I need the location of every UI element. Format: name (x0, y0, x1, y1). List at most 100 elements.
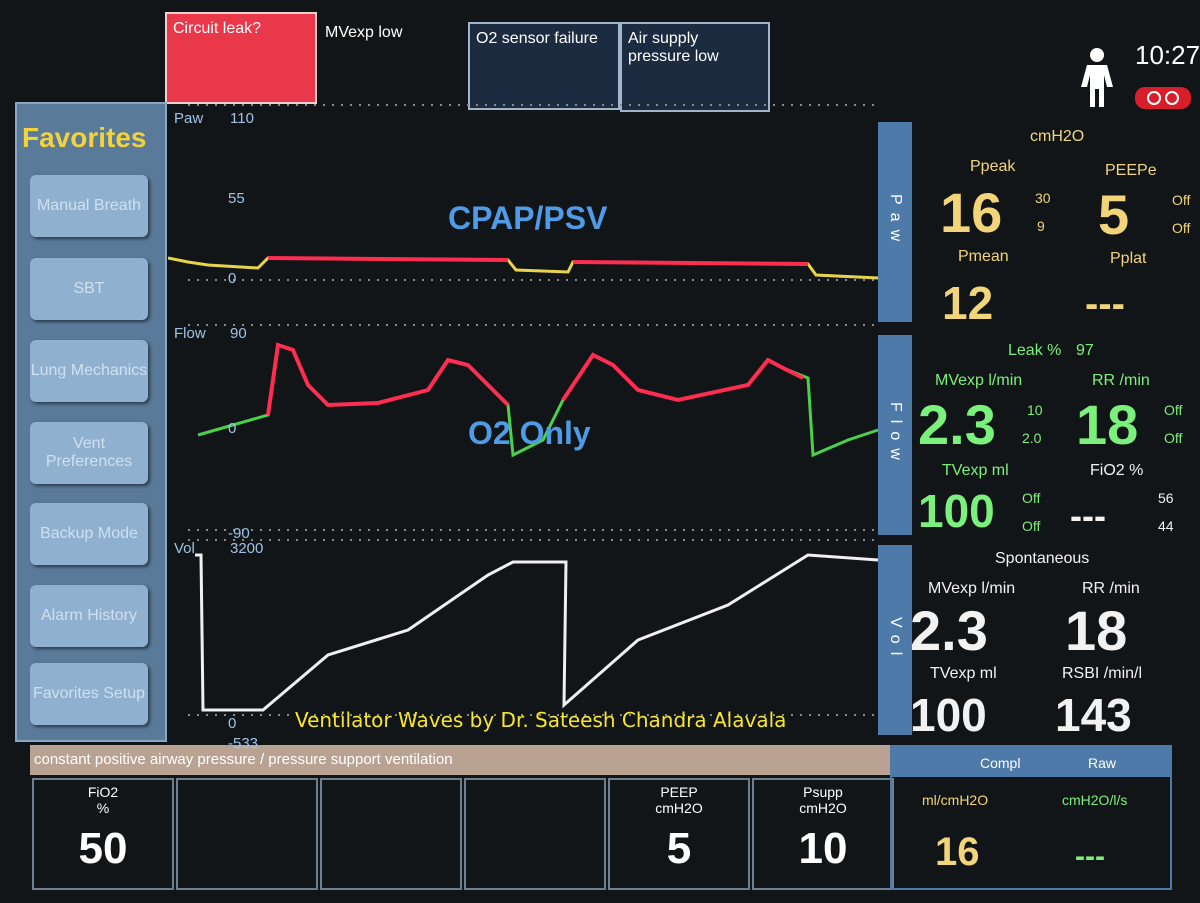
scale-label: 0 (228, 420, 237, 437)
alarm-text: Air supply pressure low (628, 30, 719, 65)
waveform-annotation: O2 Only (468, 415, 591, 451)
compl-unit: ml/cmH2O (922, 792, 989, 808)
setting-unit: % (96, 800, 110, 816)
setting-empty[interactable] (176, 778, 318, 890)
setting-value: 50 (78, 824, 128, 873)
peepe-low: Off (1172, 220, 1191, 236)
rr-high: Off (1164, 402, 1183, 418)
waveform-label: Paw (174, 110, 204, 127)
alarm-circuit-leak[interactable]: Circuit leak? (165, 12, 317, 104)
rr-value: 18 (1076, 393, 1139, 456)
mvexp-high: 10 (1027, 402, 1043, 418)
compl-label: Compl (980, 755, 1021, 771)
spont-rsbi-label: RSBI /min/l (1062, 665, 1143, 682)
clock: 10:27 (1135, 40, 1200, 70)
waveform-label: Vol (174, 540, 195, 557)
mode-bar: constant positive airway pressure / pres… (30, 745, 890, 775)
fio2-label: FiO2 % (1090, 462, 1144, 479)
setting-name: PEEP (660, 784, 698, 800)
scale-label: 0 (228, 270, 237, 287)
setting-value: 10 (798, 824, 848, 873)
alarm-text: O2 sensor failure (476, 30, 598, 47)
tvexp-value: 100 (918, 485, 995, 537)
spont-rr-value: 18 (1065, 599, 1128, 662)
watermark: Ventilator Waves by Dr. Sateesh Chandra … (295, 708, 787, 732)
setting-name: Psupp (803, 784, 843, 800)
pplat-label: Pplat (1110, 250, 1147, 267)
favorite-button[interactable]: Alarm History (30, 585, 148, 647)
rr-low: Off (1164, 430, 1183, 446)
setting-psupp[interactable]: Psupp cmH2O 10 (752, 778, 894, 890)
spont-mvexp-value: 2.3 (910, 599, 988, 662)
units: cmH2O (1030, 128, 1085, 145)
mvexp-low: 2.0 (1022, 430, 1042, 446)
fio2-high: 56 (1158, 490, 1174, 506)
tvexp-label: TVexp ml (942, 462, 1009, 479)
tvexp-high: Off (1022, 490, 1041, 506)
favorite-button[interactable]: Manual Breath (30, 175, 148, 237)
scale-label: 110 (230, 110, 254, 127)
fio2-low: 44 (1158, 518, 1174, 534)
peepe-value: 5 (1098, 183, 1130, 246)
peepe-high: Off (1172, 192, 1191, 208)
scale-label: 3200 (230, 540, 264, 557)
waveform-label: Flow (174, 325, 206, 342)
mechanics-header (892, 747, 1170, 777)
favorite-button[interactable]: Favorites Setup (30, 663, 148, 725)
ppeak-value: 16 (940, 181, 1003, 244)
paw-tab[interactable]: Paw (878, 122, 912, 322)
scale-label: 0 (228, 715, 237, 732)
compl-value: 16 (935, 830, 980, 874)
tvexp-low: Off (1022, 518, 1041, 534)
pmean-value: 12 (942, 277, 994, 329)
scale-label: -90 (228, 525, 250, 542)
waveform-area (168, 104, 879, 716)
favorites-title: Favorites (22, 122, 147, 153)
spont-tvexp-value: 100 (910, 689, 987, 741)
leak-value: 97 (1076, 342, 1094, 359)
vol-tab[interactable]: Vol (878, 545, 912, 735)
mechanics-panel (890, 745, 1172, 890)
ppeak-label: Ppeak (970, 158, 1016, 175)
mvexp-value: 2.3 (918, 393, 996, 456)
setting-peep[interactable]: PEEP cmH2O 5 (608, 778, 750, 890)
spont-rsbi-value: 143 (1055, 689, 1132, 741)
setting-empty[interactable] (320, 778, 462, 890)
alarm-text: Circuit leak? (173, 20, 262, 37)
ppeak-high: 30 (1035, 190, 1051, 206)
spontaneous-title: Spontaneous (995, 550, 1090, 567)
waveform-annotation: CPAP/PSV (448, 200, 608, 236)
status-icons (1081, 48, 1191, 109)
favorite-button[interactable]: Backup Mode (30, 503, 148, 565)
spont-mvexp-label: MVexp l/min (928, 580, 1016, 597)
setting-unit: cmH2O (799, 800, 847, 816)
pmean-label: Pmean (958, 248, 1009, 265)
favorite-button[interactable]: SBT (30, 258, 148, 320)
raw-unit: cmH2O/l/s (1062, 792, 1128, 808)
setting-name: FiO2 (87, 784, 119, 800)
setting-fio2[interactable]: FiO2% 50 (32, 778, 174, 890)
alarm-mvexp-low: MVexp low (325, 24, 403, 41)
fio2-value: --- (1070, 495, 1106, 536)
spont-tvexp-label: TVexp ml (930, 665, 997, 682)
flow-tab[interactable]: Flow (878, 335, 912, 535)
pplat-value: --- (1085, 282, 1125, 326)
ppeak-low: 9 (1037, 218, 1045, 234)
scale-label: 90 (230, 325, 247, 342)
raw-value: --- (1075, 840, 1105, 873)
alarm-o2-sensor[interactable]: O2 sensor failure (468, 22, 620, 110)
favorite-button[interactable]: Lung Mechanics (30, 340, 148, 402)
setting-empty[interactable] (464, 778, 606, 890)
alarm-air-supply[interactable]: Air supply pressure low (620, 22, 770, 112)
scale-label: -533 (228, 735, 259, 752)
rr-label: RR /min (1092, 372, 1150, 389)
mvexp-label: MVexp l/min (935, 372, 1023, 389)
raw-label: Raw (1088, 755, 1117, 771)
setting-value: 5 (666, 824, 692, 873)
setting-unit: cmH2O (655, 800, 703, 816)
mode-text: constant positive airway pressure / pres… (34, 751, 453, 768)
favorite-button[interactable]: Vent Preferences (30, 422, 148, 484)
peepe-label: PEEPe (1105, 162, 1157, 179)
leak-label: Leak % (1008, 342, 1062, 359)
